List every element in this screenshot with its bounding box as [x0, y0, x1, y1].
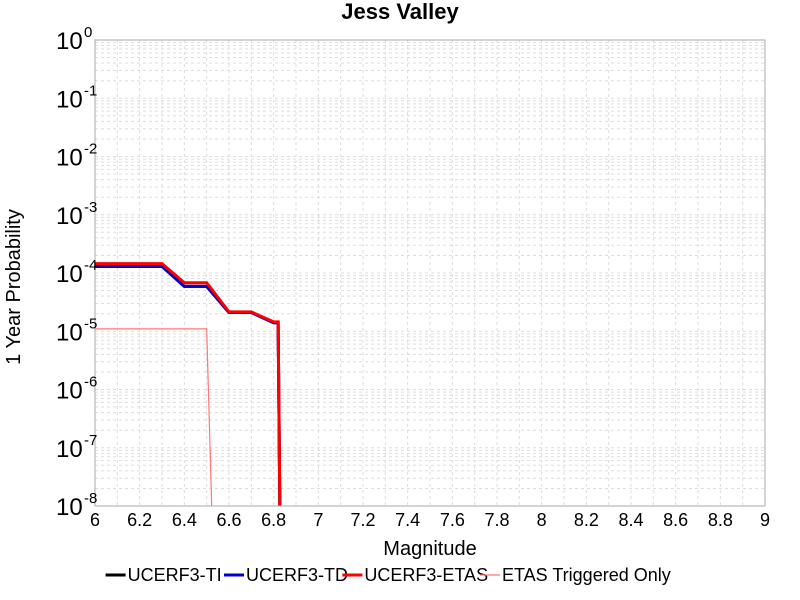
x-tick-label: 8.8	[708, 510, 733, 530]
y-tick-label: 10 -6	[56, 374, 97, 405]
y-axis-label: 1 Year Probability	[3, 209, 25, 365]
x-tick-label: 8.4	[618, 510, 643, 530]
x-tick-label: 7.6	[440, 510, 465, 530]
x-tick-label: 6.4	[172, 510, 197, 530]
legend-item-2: UCERF3-TD	[224, 565, 348, 585]
x-tick-label: 7.8	[484, 510, 509, 530]
y-tick-exponent: -7	[84, 432, 97, 449]
y-tick-base: 10	[56, 261, 83, 288]
x-tick-label: 8.2	[574, 510, 599, 530]
y-tick-base: 10	[56, 494, 83, 521]
y-tick-base: 10	[56, 28, 83, 55]
legend-label: ETAS Triggered Only	[502, 565, 671, 585]
y-tick-label: 10 -7	[56, 432, 97, 463]
x-tick-label: 8	[537, 510, 547, 530]
x-tick-label: 6	[90, 510, 100, 530]
legend-item-4: ETAS Triggered Only	[480, 565, 671, 585]
y-tick-base: 10	[56, 436, 83, 463]
y-tick-label: 10 -2	[56, 141, 97, 172]
x-tick-label: 7	[313, 510, 323, 530]
x-tick-label: 6.8	[261, 510, 286, 530]
y-tick-label: 10 -8	[56, 490, 97, 521]
y-tick-label: 10 0	[56, 24, 92, 55]
legend-label: UCERF3-TI	[128, 565, 222, 585]
x-tick-label: 9	[760, 510, 770, 530]
series-layer	[95, 262, 282, 506]
legend-item-1: UCERF3-TI	[105, 565, 222, 585]
y-tick-exponent: -2	[84, 141, 97, 158]
y-tick-base: 10	[56, 319, 83, 346]
legend-item-3: UCERF3-ETAS	[342, 565, 488, 585]
x-tick-label: 8.6	[663, 510, 688, 530]
y-tick-exponent: -3	[84, 199, 97, 216]
y-tick-label: 10 -4	[56, 257, 97, 288]
y-tick-base: 10	[56, 378, 83, 405]
y-tick-label: 10 -3	[56, 199, 97, 230]
x-tick-label: 7.4	[395, 510, 420, 530]
y-tick-base: 10	[56, 86, 83, 113]
series-line-3	[95, 262, 282, 506]
x-tick-label: 6.6	[216, 510, 241, 530]
y-tick-exponent: -5	[84, 315, 97, 332]
series-line-4	[95, 328, 213, 506]
y-tick-exponent: -8	[84, 490, 97, 507]
grid-lines	[94, 40, 766, 507]
y-tick-base: 10	[56, 203, 83, 230]
y-tick-exponent: 0	[84, 24, 92, 41]
y-tick-base: 10	[56, 145, 83, 172]
y-tick-exponent: -6	[84, 374, 97, 391]
legend: UCERF3-TI UCERF3-TD UCERF3-ETAS ETAS Trigge…	[105, 565, 671, 585]
x-tick-label: 6.2	[127, 510, 152, 530]
y-tick-label: 10 -5	[56, 315, 97, 346]
x-tick-label: 7.2	[350, 510, 375, 530]
y-tick-exponent: -1	[84, 82, 97, 99]
y-tick-exponent: -4	[84, 257, 97, 274]
chart-title: Jess Valley	[341, 0, 459, 24]
x-axis-label: Magnitude	[383, 538, 476, 560]
x-tick-labels: 6 6.2 6.4 6.6 6.8 7 7.2 7.4 7.6 7.8 8 8.2 8.4 8.6 8.8 9	[90, 510, 770, 530]
legend-label: UCERF3-TD	[246, 565, 348, 585]
plot-border	[94, 39, 766, 507]
y-tick-label: 10 -1	[56, 82, 97, 113]
legend-label: UCERF3-ETAS	[364, 565, 488, 585]
